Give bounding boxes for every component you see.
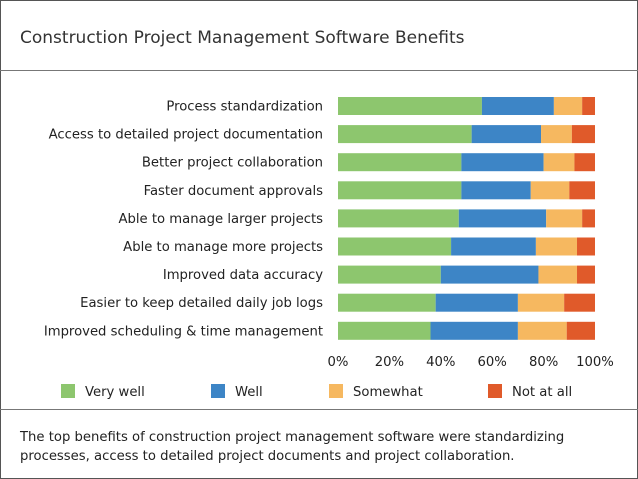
chart-caption: The top benefits of construction project… xyxy=(20,430,565,464)
bars-group xyxy=(338,97,595,340)
bar-segment xyxy=(338,293,436,312)
x-tick-label: 20% xyxy=(375,355,404,370)
caption-divider xyxy=(0,409,638,410)
legend-label: Not at all xyxy=(512,385,572,400)
x-axis-ticks: 0% 20% 40% 60% 80% 100% xyxy=(328,355,614,370)
bar-segment xyxy=(338,125,472,144)
bar-segment xyxy=(553,97,583,115)
legend-swatch xyxy=(61,384,75,398)
category-label: Better project collaboration xyxy=(142,156,323,171)
page-title: Construction Project Management Software… xyxy=(20,28,465,48)
bar-segment xyxy=(430,321,518,340)
category-label: Able to manage larger projects xyxy=(118,212,323,227)
bar-segment xyxy=(338,237,452,256)
bar-segment xyxy=(338,209,459,228)
bar-segment xyxy=(541,125,572,144)
bar-segment xyxy=(577,265,595,284)
bar-segment xyxy=(481,97,554,115)
bar-segment xyxy=(569,181,595,200)
bar-segment xyxy=(538,265,578,284)
bar-segment xyxy=(582,209,595,228)
category-label: Improved data accuracy xyxy=(163,268,323,283)
bar-segment xyxy=(451,237,536,256)
category-labels: Process standardization Access to detaile… xyxy=(44,100,323,340)
bar-segment xyxy=(517,321,567,340)
legend-swatch xyxy=(329,384,343,398)
bar-segment xyxy=(461,153,544,172)
bar-segment xyxy=(440,265,539,284)
bar-segment xyxy=(582,97,595,115)
bar-segment xyxy=(471,125,542,144)
category-label: Access to detailed project documentation xyxy=(49,128,323,143)
bar-segment xyxy=(461,181,531,200)
bar-segment xyxy=(338,97,482,115)
x-tick-label: 0% xyxy=(328,355,349,370)
category-label: Able to manage more projects xyxy=(123,240,323,255)
category-label: Faster document approvals xyxy=(144,184,324,199)
category-label: Process standardization xyxy=(166,100,323,115)
bar-segment xyxy=(338,153,462,172)
legend-swatch xyxy=(211,384,225,398)
legend-label: Very well xyxy=(85,385,145,400)
x-tick-label: 60% xyxy=(478,355,507,370)
bar-segment xyxy=(535,237,578,256)
bar-segment xyxy=(530,181,570,200)
bar-segment xyxy=(577,237,595,256)
title-divider xyxy=(0,70,638,71)
legend-label: Well xyxy=(235,385,263,400)
bar-segment xyxy=(546,209,583,228)
bar-segment xyxy=(338,181,462,200)
x-tick-label: 80% xyxy=(529,355,558,370)
legend-swatch xyxy=(488,384,502,398)
bar-segment xyxy=(574,153,595,172)
bar-segment xyxy=(338,265,441,284)
bar-segment xyxy=(571,125,595,144)
category-label: Easier to keep detailed daily job logs xyxy=(80,296,323,311)
bar-segment xyxy=(543,153,575,172)
bar-segment xyxy=(517,293,565,312)
bar-segment xyxy=(435,293,518,312)
legend-label: Somewhat xyxy=(353,385,423,400)
x-tick-label: 40% xyxy=(426,355,455,370)
category-label: Improved scheduling & time management xyxy=(44,324,323,339)
x-tick-label: 100% xyxy=(576,355,614,370)
bar-segment xyxy=(338,321,431,340)
bar-segment xyxy=(458,209,547,228)
bar-segment xyxy=(566,321,595,340)
bar-segment xyxy=(564,293,595,312)
legend: Very well Well Somewhat Not at all xyxy=(61,384,572,400)
